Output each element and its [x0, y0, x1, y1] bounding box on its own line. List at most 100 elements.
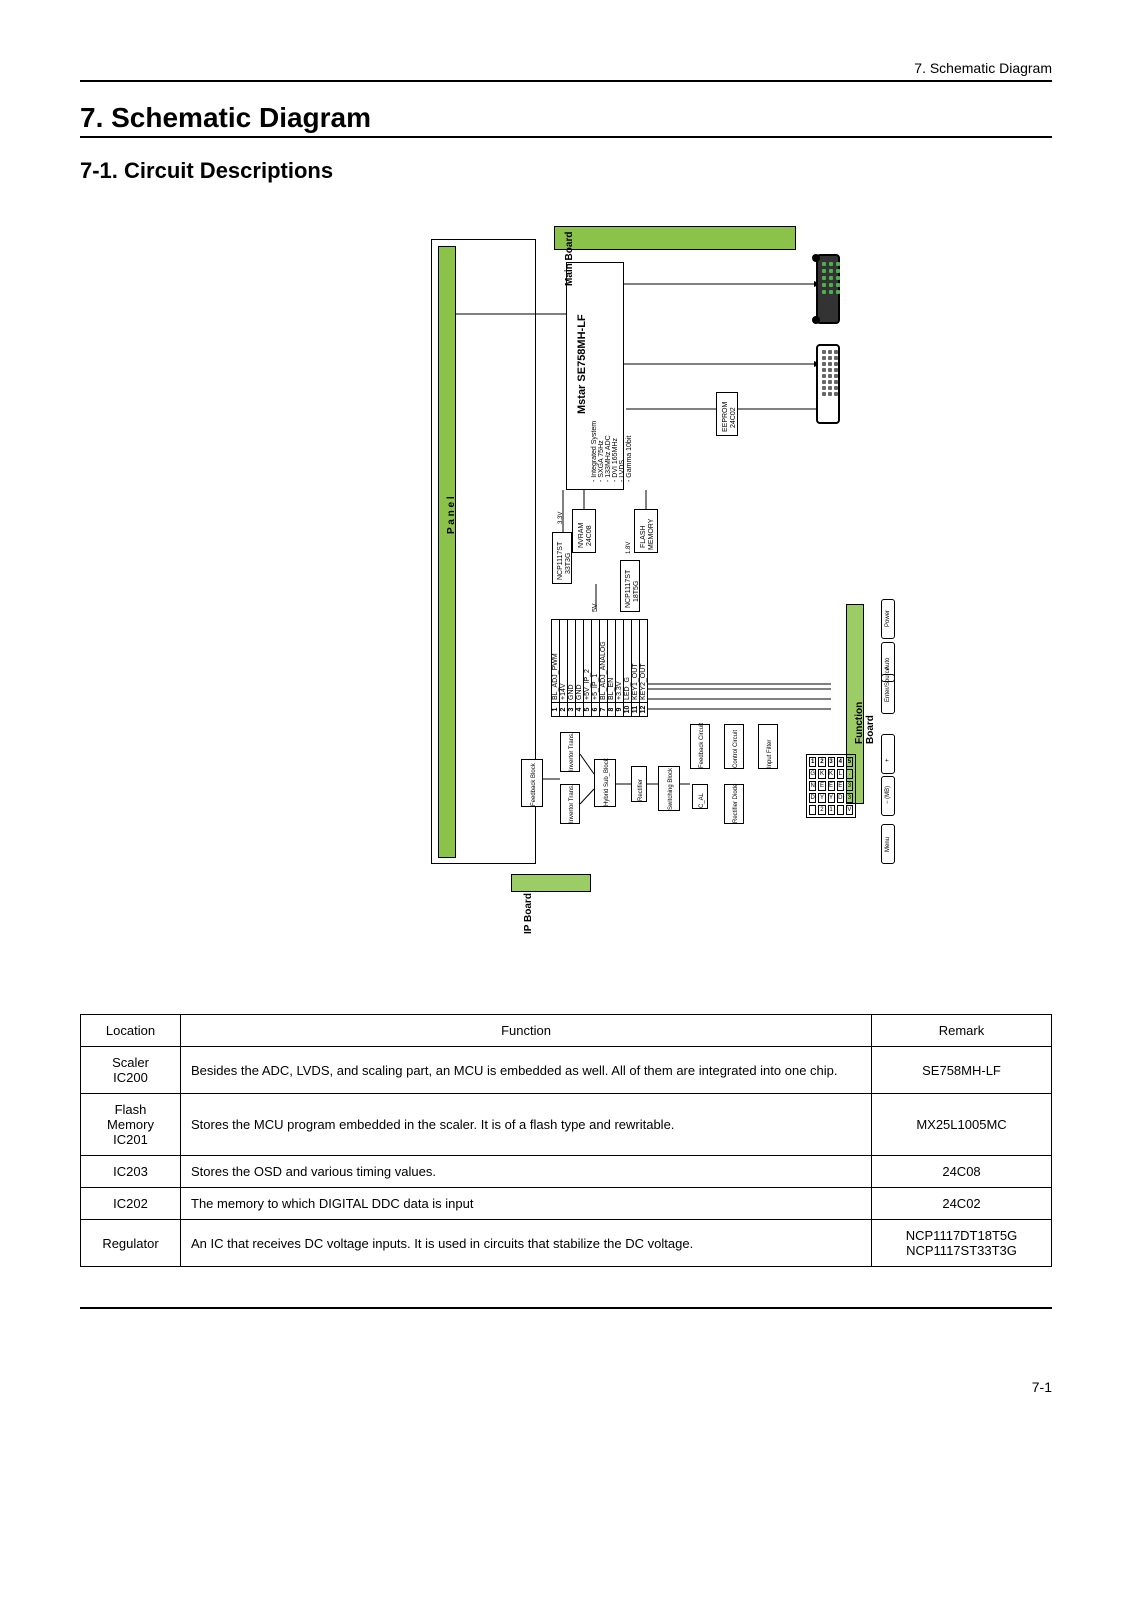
reg33-label-1: NCP1117ST [557, 542, 564, 580]
signal-pin-name: BL_EN [608, 620, 615, 702]
func-conn-cell: K [828, 769, 835, 779]
signal-pin-name: KEY2_OUT [640, 620, 647, 702]
table-cell-function: Stores the MCU program embedded in the s… [181, 1094, 872, 1156]
func-conn-cell: E [818, 781, 825, 791]
function-button: + [881, 734, 895, 774]
ip-block: Rectifier [631, 766, 647, 802]
table-cell-location: IC203 [81, 1156, 181, 1188]
function-button-label: − (MB) [885, 792, 891, 804]
func-conn-cell: Y [828, 793, 835, 803]
func-conn-cell: N [809, 781, 816, 791]
mstar-feature: - Integrated System [591, 421, 598, 482]
function-connector-table: 12345GKKL.NEEE3DYYD3 21 V [806, 754, 856, 818]
ip-board-outline [514, 714, 789, 864]
func-conn-cell: V [846, 805, 853, 815]
function-button-label: Enter/Source [885, 690, 891, 702]
mstar-feature: - Gamma 10bit [626, 436, 633, 482]
table-cell-remark: 24C08 [872, 1156, 1052, 1188]
function-button-label: Power [885, 615, 891, 627]
table-cell-function: Stores the OSD and various timing values… [181, 1156, 872, 1188]
eeprom-label-1: EEPROM [722, 402, 729, 432]
flash-label-1: FLASH [640, 525, 647, 548]
mstar-feature: - LVDS [619, 460, 626, 482]
ip-block-label: Rectifier Diode [733, 784, 739, 823]
table-header-function: Function [181, 1015, 872, 1047]
function-button: Menu [881, 824, 895, 864]
table-cell-function: Besides the ADC, LVDS, and scaling part,… [181, 1047, 872, 1094]
mstar-title: Mstar SE758MH-LF [576, 314, 588, 414]
ip-block: Feedback Block [521, 759, 543, 807]
v18-label: 1.8V [626, 542, 632, 554]
page-header-text: 7. Schematic Diagram [80, 60, 1052, 76]
ip-block: Control Circuit [724, 724, 744, 769]
page-title: 7. Schematic Diagram [80, 102, 1052, 134]
eeprom-label-2: 24C02 [730, 407, 737, 428]
ip-block: Input Filter [758, 724, 778, 769]
table-cell-location: ScalerIC200 [81, 1047, 181, 1094]
ip-block-label: Feedback Circuit [699, 723, 705, 768]
function-button-label: + [885, 750, 891, 762]
panel-label: P a n e l [446, 496, 457, 534]
table-row: RegulatorAn IC that receives DC voltage … [81, 1220, 1052, 1267]
ip-block-label: Rectifier [638, 779, 644, 801]
func-conn-cell: 1 [828, 805, 835, 815]
func-conn-header-cell: 4 [837, 757, 844, 767]
ip-block-label: Feedback Block [531, 763, 537, 806]
signal-pin-name: LED_G [624, 620, 631, 702]
func-conn-cell [837, 805, 844, 815]
section-subtitle: 7-1. Circuit Descriptions [80, 158, 1052, 184]
func-conn-header-cell: 1 [809, 757, 816, 767]
ip-board-label: IP Board [523, 893, 534, 934]
ip-block-label: Invertor Trans. [569, 784, 575, 823]
page-header-rule [80, 80, 1052, 82]
table-cell-function: An IC that receives DC voltage inputs. I… [181, 1220, 872, 1267]
table-header-remark: Remark [872, 1015, 1052, 1047]
table-row: FlashMemoryIC201Stores the MCU program e… [81, 1094, 1052, 1156]
func-conn-cell: 2 [818, 805, 825, 815]
table-row: IC203Stores the OSD and various timing v… [81, 1156, 1052, 1188]
func-conn-cell: K [818, 769, 825, 779]
function-button: − (MB) [881, 776, 895, 816]
table-cell-location: IC202 [81, 1188, 181, 1220]
function-button-label: Auto [885, 658, 891, 670]
func-conn-cell: L [837, 769, 844, 779]
reg18-label-1: NCP1117ST [625, 570, 632, 608]
table-cell-location: FlashMemoryIC201 [81, 1094, 181, 1156]
flash-label-2: MEMORY [648, 519, 655, 550]
func-conn-cell: 3 [846, 793, 853, 803]
ip-block-label: Switching Block [668, 768, 674, 810]
func-conn-header-cell: 5 [846, 757, 853, 767]
func-conn-cell [809, 805, 816, 815]
table-row: IC202The memory to which DIGITAL DDC dat… [81, 1188, 1052, 1220]
vga-connector [816, 254, 840, 324]
mstar-feature: - SXGA 75Hz [598, 440, 605, 482]
mstar-feature: - 133MHz ADC [605, 435, 612, 482]
table-cell-remark: NCP1117DT18T5GNCP1117ST33T3G [872, 1220, 1052, 1267]
title-underline [80, 136, 1052, 138]
func-conn-cell: 3 [846, 781, 853, 791]
func-conn-cell: . [846, 769, 853, 779]
func-conn-cell: Y [818, 793, 825, 803]
ip-block-label: C_AL [699, 793, 705, 808]
table-cell-function: The memory to which DIGITAL DDC data is … [181, 1188, 872, 1220]
ip-block: Rectifier Diode [724, 784, 744, 824]
v5-label: 5V [592, 603, 599, 612]
func-conn-cell: G [809, 769, 816, 779]
ip-block: Invertor Trans. [560, 732, 580, 772]
func-conn-header-cell: 3 [828, 757, 835, 767]
table-cell-remark: SE758MH-LF [872, 1047, 1052, 1094]
function-button-label: Menu [885, 840, 891, 852]
ip-block-label: Hybrid Sub_Block [604, 758, 610, 806]
main-board-strip [554, 226, 796, 250]
table-header-location: Location [81, 1015, 181, 1047]
schematic-diagram: P a n e l Main Board IP Board Function B… [276, 214, 856, 974]
ip-block-label: Control Circuit [733, 730, 739, 768]
nvram-label-1: NVRAM [578, 523, 585, 548]
signal-pin-name: +3.3V [616, 620, 623, 702]
func-conn-cell: E [828, 781, 835, 791]
signal-pin-name: +14V [560, 620, 567, 702]
ip-block-label: Invertor Trans. [569, 732, 575, 771]
nvram-label-2: 24C08 [586, 525, 593, 546]
table-cell-location: Regulator [81, 1220, 181, 1267]
function-button: Auto [881, 642, 895, 682]
